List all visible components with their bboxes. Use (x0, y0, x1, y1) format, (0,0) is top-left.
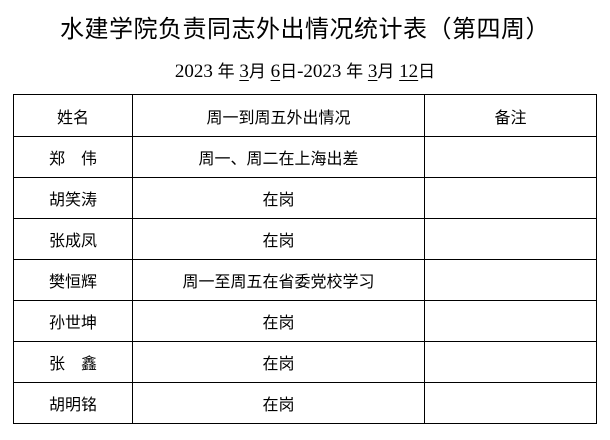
header-name: 姓名 (13, 94, 133, 137)
status-cell: 周一、周二在上海出差 (132, 136, 425, 178)
start-year: 2023 (174, 61, 213, 82)
table-row: 张 鑫在岗 (13, 341, 597, 383)
header-note: 备注 (424, 94, 597, 137)
name-cell: 胡笑涛 (13, 177, 133, 219)
outing-table: 姓名 周一到周五外出情况 备注 郑 伟周一、周二在上海出差 胡笑涛 在岗 张成凤在… (13, 94, 597, 424)
table-row: 胡笑涛 在岗 (13, 177, 597, 219)
status-cell: 在岗 (132, 218, 425, 260)
name-cell: 郑 伟 (13, 136, 133, 178)
end-month: 3 (367, 61, 378, 82)
status-cell: 在岗 (132, 300, 425, 342)
name-cell: 胡明铭 (13, 382, 133, 424)
month-char: 月 (377, 62, 395, 82)
start-month: 3 (239, 61, 249, 82)
note-cell (424, 259, 597, 301)
note-cell (424, 341, 597, 383)
name-cell: 樊恒辉 (13, 259, 133, 301)
month-char: 月 (248, 62, 266, 82)
note-cell (424, 300, 597, 342)
table-row: 胡明铭 在岗 (13, 382, 597, 424)
name-cell: 张 鑫 (13, 341, 133, 383)
day-char: 日 (418, 62, 436, 82)
table-header-row: 姓名 周一到周五外出情况 备注 (13, 94, 597, 137)
day-char: 日 (280, 62, 298, 82)
date-range: 2023 年 3月 6日-2023 年 3月 12日 (0, 60, 610, 84)
note-cell (424, 218, 597, 260)
note-cell (424, 136, 597, 178)
table-row: 张成凤 在岗 (13, 218, 597, 260)
date-separator: - (297, 61, 304, 82)
end-day: 12 (399, 61, 419, 82)
name-cell: 孙世坤 (13, 300, 133, 342)
name-cell: 张成凤 (13, 218, 133, 260)
start-day: 6 (270, 61, 281, 82)
status-cell: 周一至周五在省委党校学习 (132, 259, 425, 301)
note-cell (424, 177, 597, 219)
document-title: 水建学院负责同志外出情况统计表（第四周） (60, 15, 550, 43)
status-cell: 在岗 (132, 382, 425, 424)
year-char: 年 (217, 62, 235, 82)
note-cell (424, 382, 597, 424)
table-row: 郑 伟周一、周二在上海出差 (13, 136, 597, 178)
table-row: 孙世坤 在岗 (13, 300, 597, 342)
end-year: 2023 (303, 61, 342, 82)
header-status: 周一到周五外出情况 (132, 94, 425, 137)
status-cell: 在岗 (132, 341, 425, 383)
status-cell: 在岗 (132, 177, 425, 219)
year-char: 年 (346, 62, 364, 82)
table-row: 樊恒辉 周一至周五在省委党校学习 (13, 259, 597, 301)
